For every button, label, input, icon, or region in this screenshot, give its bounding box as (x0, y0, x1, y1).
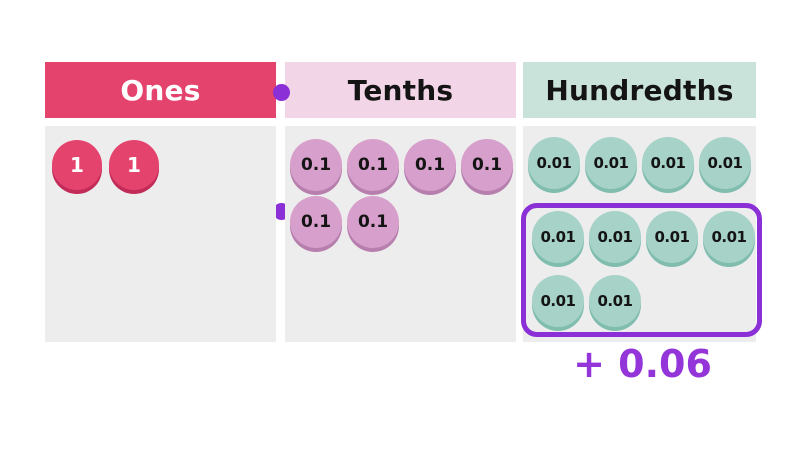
counter-one[interactable]: 1 (109, 140, 159, 190)
column-header-tenths: Tenths (285, 62, 516, 118)
counter-hundredth[interactable]: 0.01 (528, 137, 580, 189)
counter-tenth[interactable]: 0.1 (461, 139, 513, 191)
ones-counter-row: 1 1 (52, 140, 276, 190)
column-header-tenths-label: Tenths (347, 73, 454, 107)
column-header-ones-label: Ones (120, 73, 201, 107)
tenths-counter-row: 0.1 0.1 (290, 196, 516, 248)
counter-hundredth[interactable]: 0.01 (532, 275, 584, 327)
column-header-hundredths: Hundredths (523, 62, 756, 118)
counter-tenth[interactable]: 0.1 (290, 196, 342, 248)
counter-hundredth[interactable]: 0.01 (642, 137, 694, 189)
hundredths-counter-row: 0.01 0.01 (532, 275, 757, 327)
decimal-point-icon (273, 84, 290, 101)
counter-hundredth[interactable]: 0.01 (646, 211, 698, 263)
column-header-hundredths-label: Hundredths (545, 73, 734, 107)
column-body-hundredths: 0.01 0.01 0.01 0.01 0.01 0.01 0.01 0.01 … (521, 126, 762, 342)
addition-label: + 0.06 (573, 342, 712, 386)
counter-hundredth[interactable]: 0.01 (532, 211, 584, 263)
hundredths-counter-row: 0.01 0.01 0.01 0.01 (528, 137, 756, 189)
counter-hundredth[interactable]: 0.01 (585, 137, 637, 189)
counter-tenth[interactable]: 0.1 (290, 139, 342, 191)
hundredths-counter-row: 0.01 0.01 0.01 0.01 (532, 211, 757, 263)
highlight-box: 0.01 0.01 0.01 0.01 0.01 0.01 (521, 203, 762, 337)
counter-one[interactable]: 1 (52, 140, 102, 190)
column-header-ones: Ones (45, 62, 276, 118)
counter-hundredth[interactable]: 0.01 (703, 211, 755, 263)
counter-tenth[interactable]: 0.1 (347, 139, 399, 191)
counter-tenth[interactable]: 0.1 (347, 196, 399, 248)
tenths-counter-row: 0.1 0.1 0.1 0.1 (290, 139, 516, 191)
counter-hundredth[interactable]: 0.01 (589, 211, 641, 263)
column-body-ones: 1 1 (45, 126, 276, 342)
counter-hundredth[interactable]: 0.01 (699, 137, 751, 189)
counter-hundredth[interactable]: 0.01 (589, 275, 641, 327)
counter-tenth[interactable]: 0.1 (404, 139, 456, 191)
column-body-tenths: 0.1 0.1 0.1 0.1 0.1 0.1 (285, 126, 516, 342)
